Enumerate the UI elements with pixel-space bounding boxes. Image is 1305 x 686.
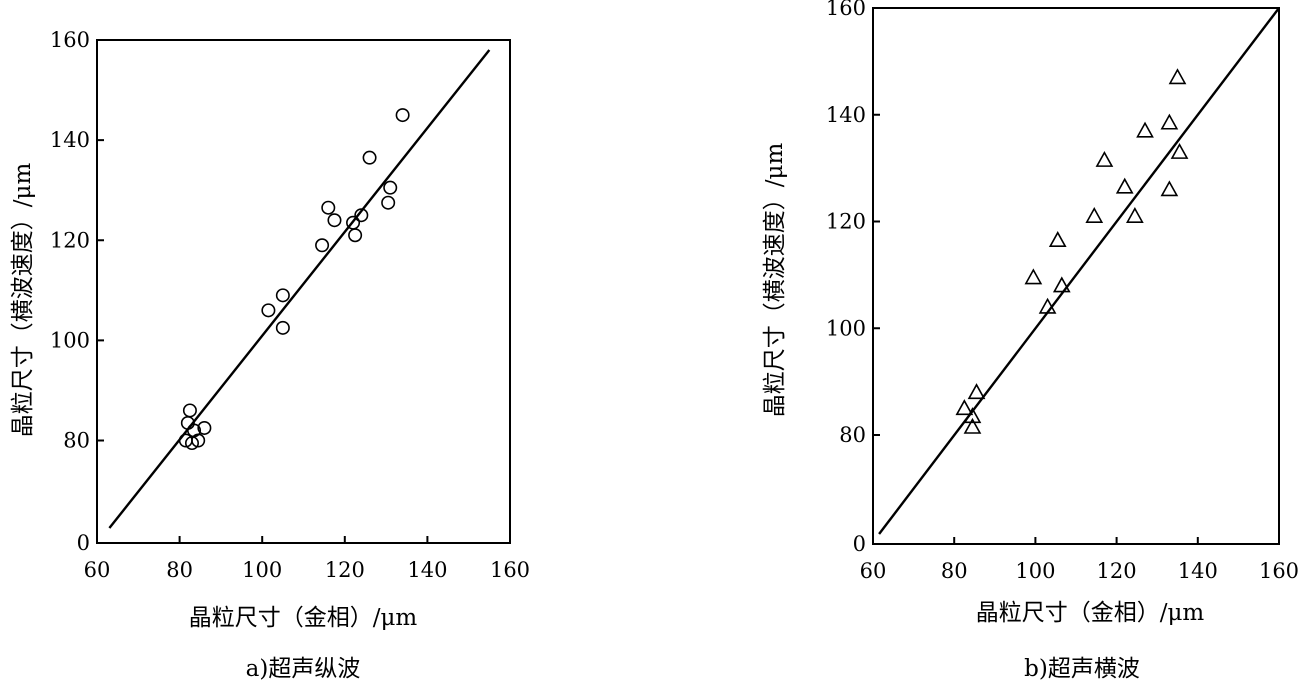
- x-tick-label-b: 100: [1015, 559, 1055, 583]
- y-tick-label-a: 80: [63, 429, 90, 453]
- data-point-circle: [315, 238, 330, 253]
- data-point-triangle: [955, 399, 974, 416]
- fit-line-a: [108, 49, 491, 529]
- data-point-triangle: [1160, 180, 1179, 197]
- data-point-triangle: [1115, 177, 1134, 194]
- tick-marks-a: [96, 39, 511, 543]
- data-point-triangle: [1052, 276, 1071, 293]
- x-tick-label-a: 80: [166, 558, 193, 582]
- x-tick-label-b: 80: [941, 559, 968, 583]
- data-point-triangle: [963, 417, 982, 434]
- fit-line-b: [878, 7, 1280, 535]
- x-axis-label-a: 晶粒尺寸（金相）/μm: [189, 605, 418, 631]
- data-point-circle: [191, 433, 206, 448]
- y-tick-label-a: 120: [50, 228, 90, 252]
- plot-frame-b: [872, 7, 1280, 545]
- chart-panel-a: 60 80 100 120 140 160 0 80 100 120 140 160 晶粒尺寸（金相）…: [10, 28, 530, 682]
- y-axis-label-b: 晶粒尺寸（横波速度）/μm: [762, 143, 788, 418]
- data-point-circle: [275, 288, 290, 303]
- data-point-circle: [184, 436, 199, 451]
- x-tick-label-b: 120: [1097, 559, 1137, 583]
- x-tick-label-a: 140: [407, 558, 447, 582]
- y-axis-label-a: 晶粒尺寸（横波速度）/μm: [10, 163, 36, 438]
- data-point-circle: [327, 213, 342, 228]
- y-tick-label-b: 140: [826, 103, 866, 127]
- data-point-triangle: [1126, 207, 1144, 223]
- caption-a: a)超声纵波: [246, 656, 361, 682]
- data-point-circle: [354, 208, 369, 223]
- x-tick-label-a: 60: [84, 558, 111, 582]
- data-point-triangle: [1136, 121, 1154, 138]
- data-point-triangle: [1085, 207, 1104, 223]
- x-tick-label-a: 100: [242, 558, 282, 582]
- tick-labels-a: 60 80 100 120 140 160 0 80 100 120 140 160: [50, 28, 530, 582]
- data-point-triangle: [1038, 297, 1057, 314]
- data-point-circle: [275, 320, 290, 335]
- data-point-circle: [348, 228, 363, 243]
- data-point-triangle: [1170, 142, 1189, 159]
- data-points-b: [955, 68, 1189, 434]
- data-point-circle: [381, 195, 396, 210]
- y-tick-label-b: 80: [839, 423, 866, 447]
- y-tick-label-a: 160: [50, 28, 90, 52]
- tick-marks-b: [872, 7, 1280, 544]
- data-points-a: [178, 108, 410, 451]
- data-point-triangle: [963, 407, 982, 424]
- x-tick-label-b: 140: [1178, 559, 1218, 583]
- caption-b: b)超声横波: [1024, 656, 1140, 682]
- y-tick-label-b: 120: [826, 210, 866, 234]
- y-tick-label-b: 100: [826, 316, 866, 340]
- plot-frame-a: [96, 39, 511, 544]
- data-point-triangle: [1160, 113, 1179, 130]
- fit-line-b-group: [878, 7, 1280, 535]
- data-point-circle: [182, 403, 197, 418]
- x-tick-label-b: 60: [860, 559, 887, 583]
- x-tick-label-a: 160: [490, 558, 530, 582]
- fit-line-a-group: [108, 49, 491, 529]
- chart-panel-b: 60 80 100 120 140 160 0 80 100 120 140 160 晶粒尺寸（金相）…: [762, 0, 1299, 682]
- data-point-triangle: [1168, 68, 1187, 85]
- tick-labels-b: 60 80 100 120 140 160 0 80 100 120 140 160: [826, 0, 1299, 583]
- data-point-triangle: [967, 383, 986, 400]
- y-tick-label-a: 140: [50, 128, 90, 152]
- data-point-triangle: [1095, 150, 1114, 167]
- data-point-circle: [197, 420, 212, 435]
- y-tick-label-a: 100: [50, 328, 90, 352]
- y-tick-label-b: 160: [826, 0, 866, 20]
- data-point-circle: [395, 108, 410, 123]
- y-tick-label-b: 0: [853, 532, 866, 556]
- x-tick-label-b: 160: [1259, 559, 1299, 583]
- data-point-circle: [261, 303, 276, 318]
- y-tick-label-a: 0: [77, 531, 90, 555]
- x-tick-label-a: 120: [325, 558, 365, 582]
- data-point-triangle: [1024, 268, 1043, 285]
- data-point-circle: [362, 150, 377, 165]
- x-axis-label-b: 晶粒尺寸（金相）/μm: [976, 600, 1205, 626]
- data-point-circle: [383, 180, 398, 195]
- data-point-circle: [321, 200, 336, 215]
- data-point-triangle: [1048, 231, 1067, 247]
